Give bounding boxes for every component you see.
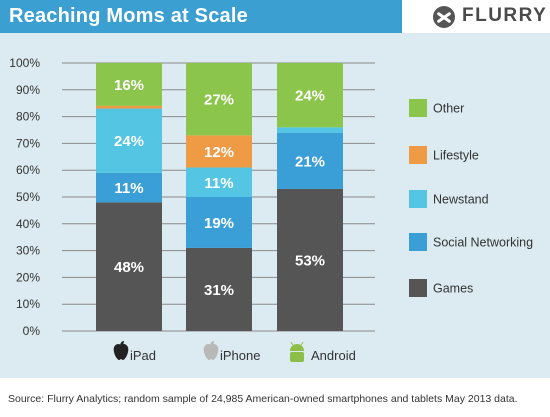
category-label-android: Android	[311, 348, 356, 363]
category-label-ipad: iPad	[130, 348, 156, 363]
bar-segment-iphone-newstand	[186, 167, 252, 197]
legend-swatch-lifestyle	[409, 146, 427, 164]
apple-leaf-icon	[210, 341, 214, 346]
category-label-iphone: iPhone	[220, 348, 260, 363]
data-label: 16%	[114, 77, 144, 94]
y-tick-label: 30%	[16, 244, 40, 258]
bar-segment-ipad-games	[96, 202, 162, 331]
android-antenna-icon	[290, 341, 294, 346]
plot-area: 0% 10% 20% 30% 40% 50% 60% 70% 80% 90% 100% 48% 11% 2…	[0, 33, 550, 378]
bar-segment-android-newstand	[277, 127, 343, 133]
y-tick-label: 80%	[16, 110, 40, 124]
data-label: 19%	[204, 215, 234, 232]
legend-swatch-social-networking	[409, 233, 427, 251]
logo-area	[402, 0, 550, 33]
bar-segment-iphone-social-networking	[186, 197, 252, 248]
data-label: 24%	[114, 133, 144, 150]
bar-segment-iphone-other	[186, 63, 252, 136]
data-label: 24%	[295, 88, 325, 105]
data-label: 11%	[204, 175, 233, 192]
legend-swatch-newstand	[409, 190, 427, 208]
source-note: Source: Flurry Analytics; random sample …	[8, 393, 518, 405]
android-head-icon	[290, 344, 304, 351]
bar-segment-ipad-other	[96, 63, 162, 106]
legend-label-lifestyle: Lifestyle	[433, 149, 479, 163]
data-label: 11%	[114, 180, 143, 197]
y-tick-label: 50%	[16, 190, 40, 204]
data-label: 21%	[295, 153, 325, 170]
y-tick-label: 60%	[16, 163, 40, 177]
legend-swatch-games	[409, 279, 427, 297]
y-tick-label: 20%	[16, 270, 40, 284]
android-antenna-icon	[300, 341, 304, 346]
y-tick-label: 70%	[16, 136, 40, 150]
y-tick-label: 40%	[16, 217, 40, 231]
data-label: 48%	[114, 259, 144, 276]
apple-leaf-icon	[120, 341, 124, 346]
legend-label-newstand: Newstand	[433, 193, 489, 207]
data-label: 31%	[204, 282, 234, 299]
bar-segment-ipad-social-networking	[96, 172, 162, 203]
apple-icon	[203, 344, 219, 360]
bar-segment-ipad-newstand	[96, 108, 162, 173]
footer	[0, 378, 550, 417]
legend-label-other: Other	[433, 102, 464, 116]
bar-segment-android-other	[277, 63, 343, 128]
bar-segment-android-social-networking	[277, 132, 343, 189]
bar-segment-android-games	[277, 188, 343, 331]
chart-title: Reaching Moms at Scale	[9, 5, 248, 27]
y-tick-label: 10%	[16, 297, 40, 311]
apple-icon	[113, 344, 129, 360]
data-label: 27%	[204, 92, 234, 109]
data-label: 53%	[295, 252, 325, 269]
stacked-bar-chart: 0% 10% 20% 30% 40% 50% 60% 70% 80% 90% 100% 48% 11% 2…	[9, 56, 533, 363]
logo-text: FLURRY	[462, 5, 548, 26]
android-body-icon	[290, 352, 304, 362]
legend-label-games: Games	[433, 282, 473, 296]
flurry-logo-icon	[433, 6, 455, 28]
legend-swatch-other	[409, 99, 427, 117]
y-tick-label: 0%	[23, 324, 41, 338]
bar-segment-iphone-games	[186, 247, 252, 331]
bar-segment-ipad-lifestyle	[96, 105, 162, 109]
bar-segment-iphone-lifestyle	[186, 135, 252, 168]
y-tick-label: 100%	[9, 56, 40, 70]
y-tick-label: 90%	[16, 83, 40, 97]
legend-label-social-networking: Social Networking	[433, 236, 533, 250]
data-label: 12%	[204, 144, 234, 161]
